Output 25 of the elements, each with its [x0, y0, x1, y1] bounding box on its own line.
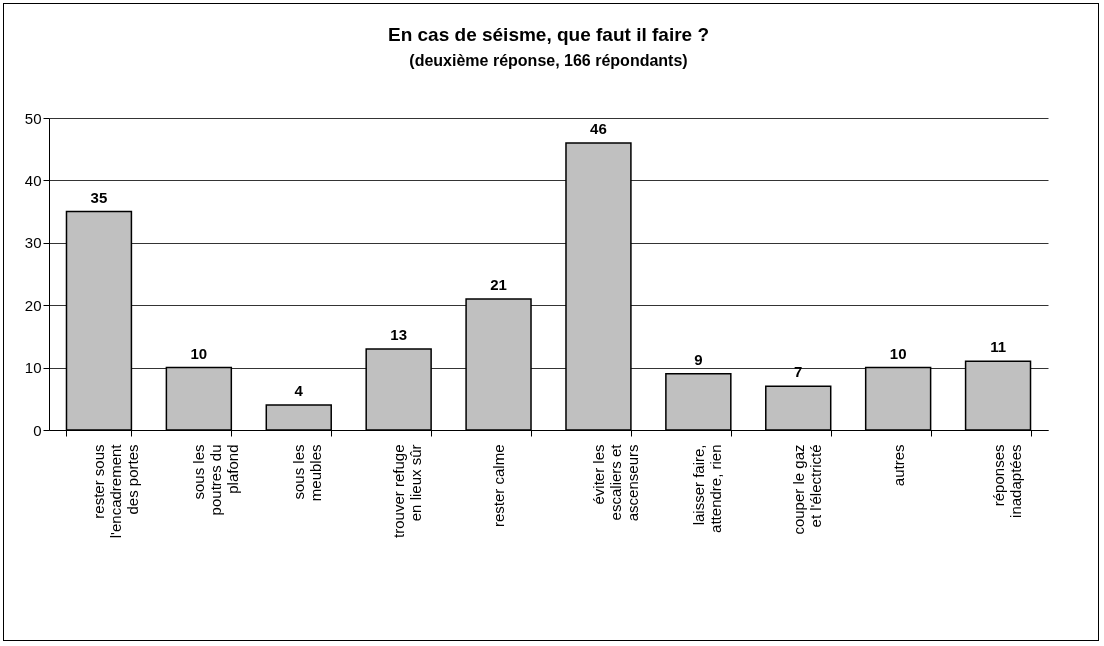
x-tick-label: rester sous l'encadrement des portes [90, 443, 142, 539]
data-label: 4 [294, 382, 304, 400]
chart-title: En cas de séisme, que faut il faire ? [387, 24, 710, 45]
y-tick-label: 10 [24, 359, 42, 377]
y-tick-label: 30 [24, 234, 42, 252]
data-label: 13 [390, 325, 407, 343]
data-label: 10 [889, 344, 907, 362]
y-tick-label: 0 [33, 421, 42, 439]
chart-subtitle: (deuxième réponse, 166 répondants) [409, 52, 688, 69]
x-tick-label: réponses inadaptées [989, 444, 1024, 518]
data-label: 9 [694, 350, 703, 368]
x-tick-label: autres [889, 444, 907, 487]
y-tick-label: 40 [24, 171, 42, 189]
data-label: 10 [190, 344, 208, 362]
x-tick-label: éviter les escaliers et ascenseurs [589, 443, 641, 522]
y-tick-label: 20 [24, 296, 42, 314]
data-label: 21 [490, 275, 507, 293]
data-label: 35 [90, 188, 108, 206]
y-tick-label: 50 [24, 109, 42, 127]
x-tick-label: rester calme [490, 444, 508, 528]
x-tick-label: sous les meubles [290, 444, 325, 502]
data-label: 46 [590, 119, 607, 137]
data-label: 11 [990, 338, 1006, 356]
x-tick-label: sous les poutres du plafond [190, 444, 242, 516]
x-tick-label: trouver refuge en lieux sûr [390, 444, 425, 538]
